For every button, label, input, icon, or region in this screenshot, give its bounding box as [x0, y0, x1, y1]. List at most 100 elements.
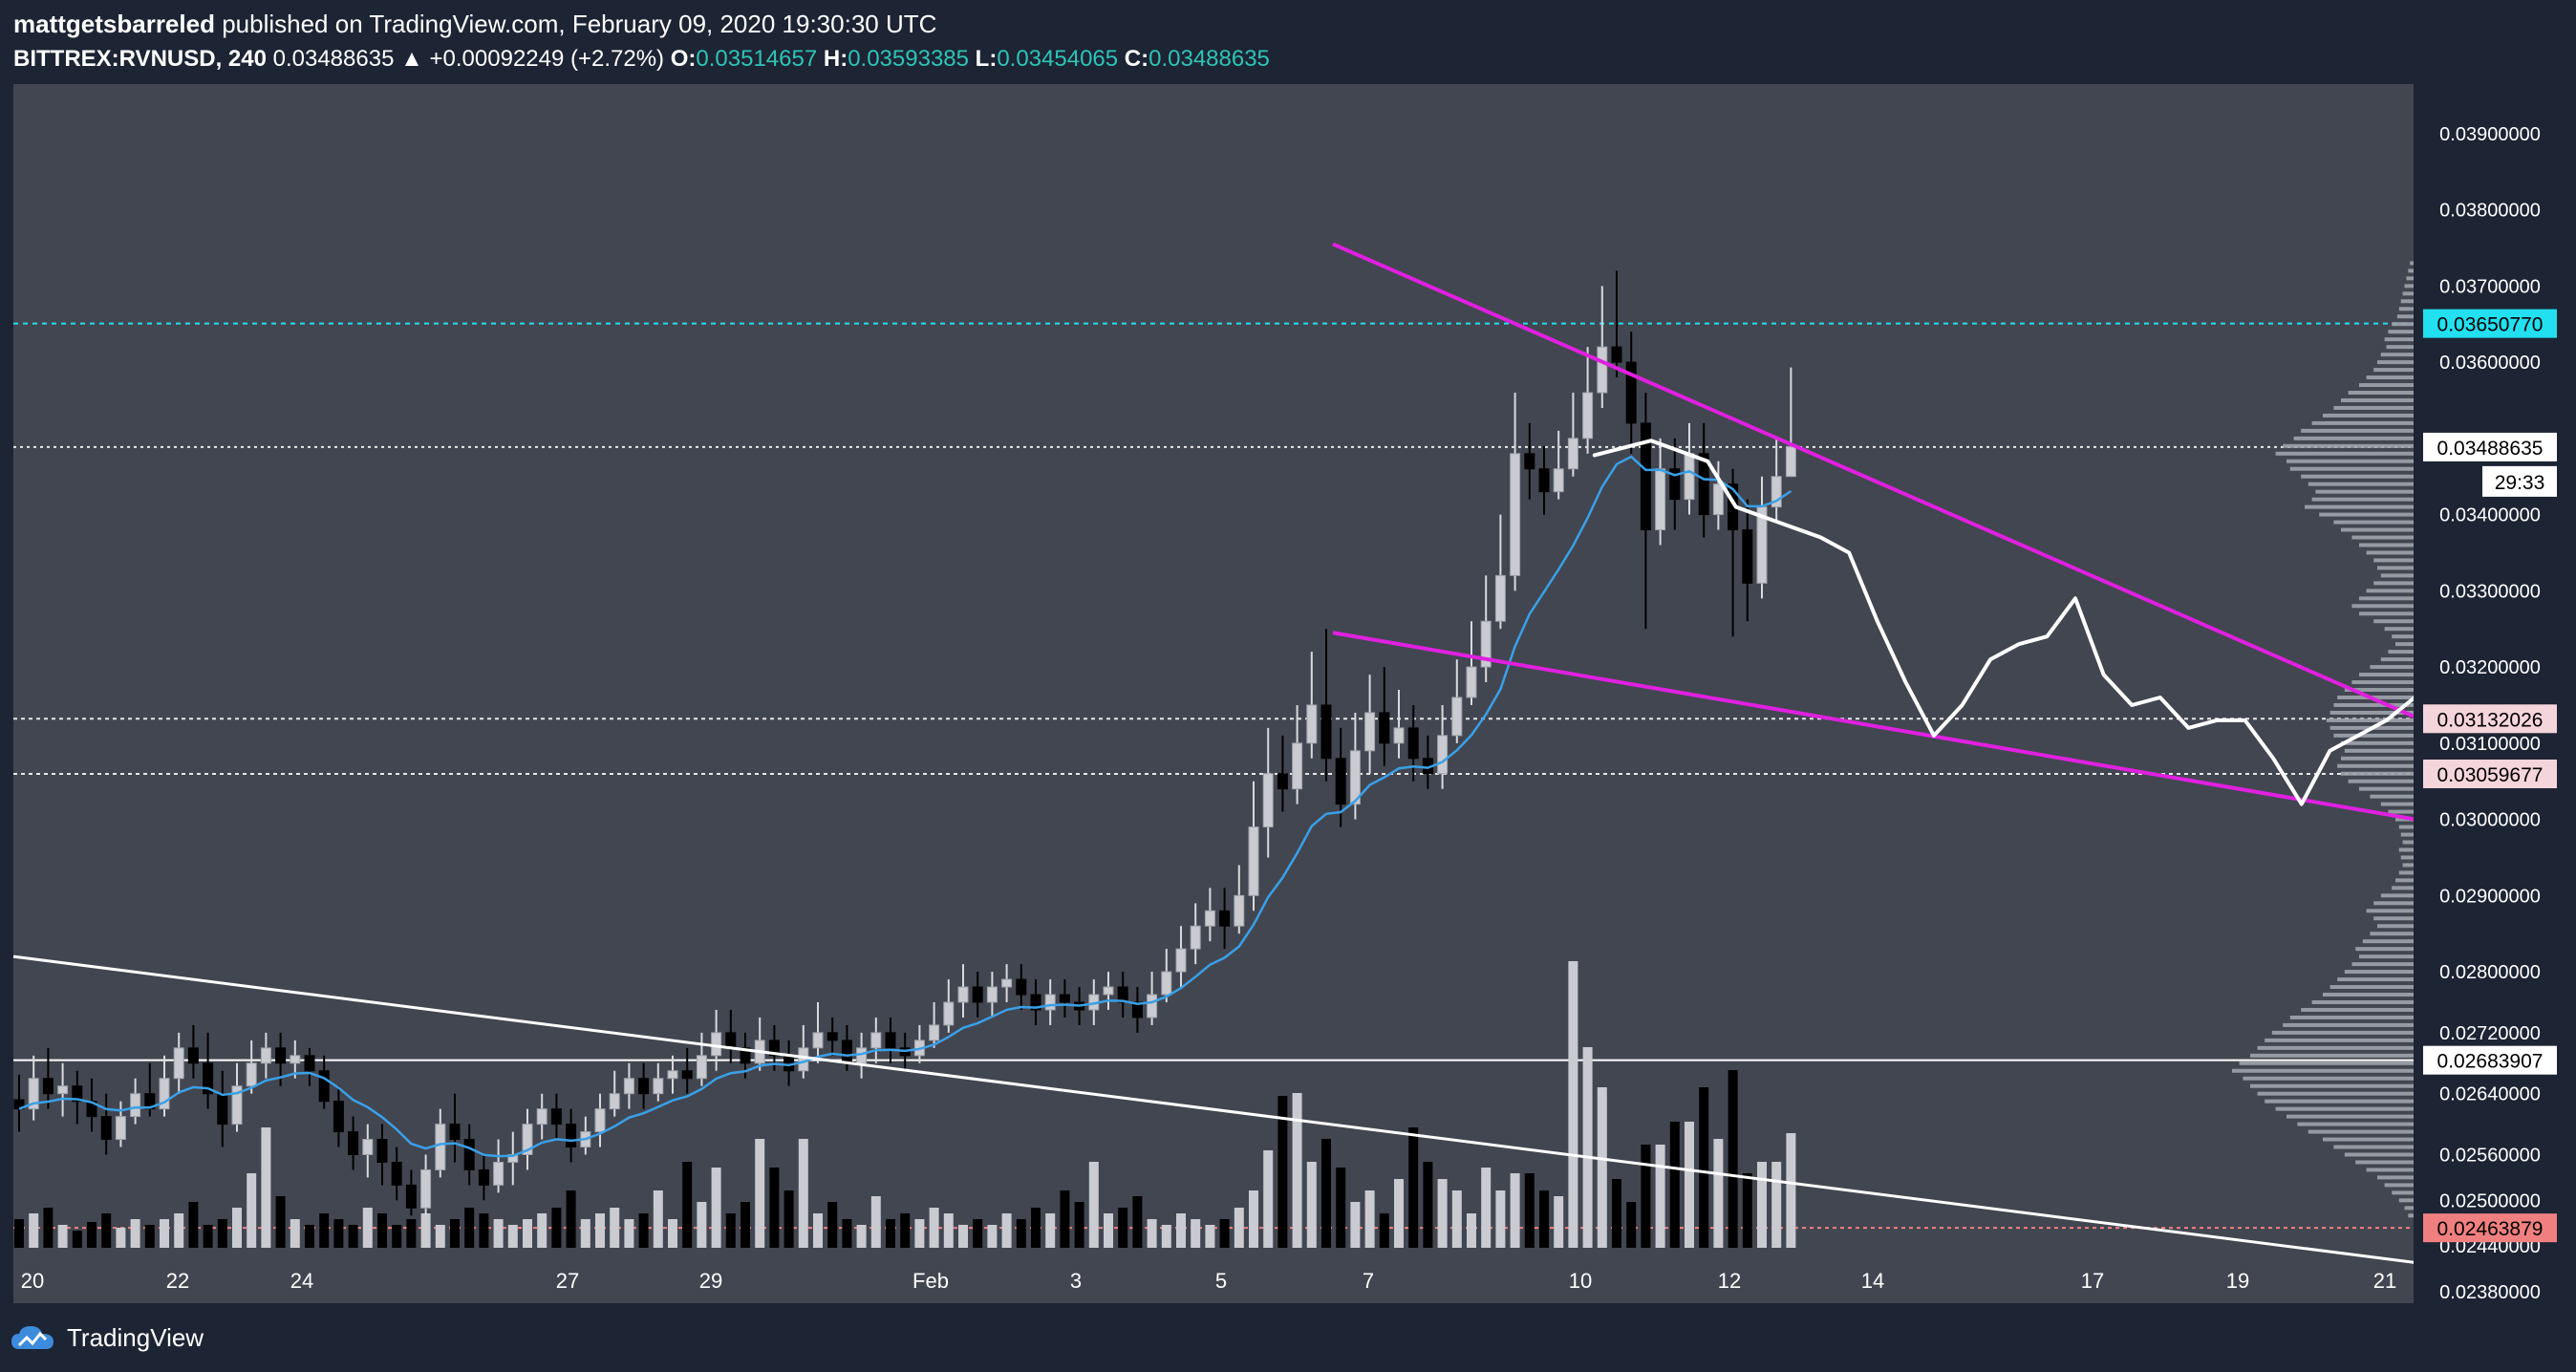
candle[interactable]: [812, 1001, 824, 1063]
candle[interactable]: [187, 1024, 199, 1079]
candle[interactable]: [1059, 979, 1070, 1018]
candle[interactable]: [566, 1108, 577, 1163]
candle[interactable]: [1567, 392, 1578, 477]
candle[interactable]: [405, 1169, 417, 1216]
candle[interactable]: [115, 1101, 126, 1147]
candle[interactable]: [826, 1017, 838, 1056]
price-level-label[interactable]: 0.03059677: [2423, 759, 2557, 788]
candle[interactable]: [376, 1124, 388, 1186]
candle[interactable]: [885, 1017, 896, 1063]
candle[interactable]: [42, 1047, 54, 1109]
candle[interactable]: [1190, 903, 1201, 965]
candle[interactable]: [653, 1062, 664, 1102]
price-level-label[interactable]: 0.03488635 29:33: [2423, 432, 2557, 497]
price-level-label[interactable]: 0.02683907: [2423, 1045, 2557, 1075]
candle[interactable]: [1625, 332, 1637, 454]
candle[interactable]: [667, 1055, 678, 1094]
candle[interactable]: [1451, 659, 1463, 743]
candle[interactable]: [231, 1062, 243, 1132]
long-trendline[interactable]: [12, 954, 2418, 1265]
candle[interactable]: [1204, 888, 1215, 942]
tradingview-logo[interactable]: TradingView: [10, 1318, 204, 1357]
candle[interactable]: [391, 1147, 402, 1201]
candle[interactable]: [1175, 926, 1187, 988]
candle[interactable]: [348, 1116, 359, 1170]
candle[interactable]: [420, 1154, 432, 1216]
wedge-upper-line[interactable]: [1332, 242, 2576, 800]
candle[interactable]: [696, 1032, 707, 1086]
candle[interactable]: [1161, 949, 1172, 1002]
candle[interactable]: [1117, 972, 1128, 1018]
candle[interactable]: [1219, 888, 1231, 950]
candle[interactable]: [681, 1047, 693, 1094]
candle[interactable]: [1524, 422, 1535, 500]
candle[interactable]: [609, 1070, 620, 1117]
candle[interactable]: [1248, 781, 1259, 911]
candle[interactable]: [1742, 499, 1753, 622]
candle[interactable]: [100, 1093, 112, 1155]
candle[interactable]: [333, 1085, 344, 1147]
price-axis[interactable]: [2414, 84, 2576, 1303]
candle[interactable]: [304, 1047, 315, 1086]
candle[interactable]: [1582, 347, 1594, 454]
candle[interactable]: [290, 1040, 301, 1079]
author-name[interactable]: mattgetsbarreled: [13, 10, 215, 38]
candle[interactable]: [1771, 438, 1782, 523]
candle[interactable]: [1131, 987, 1143, 1033]
candle[interactable]: [57, 1062, 69, 1117]
price-level-label[interactable]: 0.03132026: [2423, 704, 2557, 734]
candle[interactable]: [929, 1001, 940, 1048]
projection-path[interactable]: [1592, 233, 2576, 806]
candle[interactable]: [550, 1093, 562, 1140]
candle[interactable]: [203, 1032, 214, 1109]
candle[interactable]: [1001, 964, 1013, 1002]
candle[interactable]: [623, 1062, 634, 1109]
candle[interactable]: [1640, 392, 1651, 630]
candle[interactable]: [1262, 727, 1274, 858]
candle[interactable]: [478, 1154, 489, 1201]
candle[interactable]: [1553, 430, 1564, 500]
candle[interactable]: [1306, 652, 1318, 759]
candle[interactable]: [159, 1055, 170, 1117]
candle[interactable]: [130, 1078, 141, 1125]
candle[interactable]: [1234, 865, 1245, 934]
candle[interactable]: [13, 1074, 25, 1132]
candle[interactable]: [1597, 286, 1608, 408]
candle[interactable]: [1277, 735, 1288, 812]
candle[interactable]: [1785, 367, 1796, 478]
candle[interactable]: [246, 1040, 257, 1094]
candle[interactable]: [1016, 964, 1027, 1010]
candle[interactable]: [638, 1062, 650, 1109]
candle[interactable]: [463, 1124, 475, 1186]
candle[interactable]: [493, 1139, 504, 1193]
candle[interactable]: [943, 979, 955, 1033]
candle[interactable]: [594, 1093, 606, 1147]
candle[interactable]: [72, 1070, 83, 1125]
candle[interactable]: [957, 964, 969, 1018]
candle[interactable]: [972, 972, 983, 1018]
candle[interactable]: [1379, 667, 1390, 766]
candle[interactable]: [28, 1055, 39, 1121]
candle[interactable]: [1292, 704, 1303, 804]
candle[interactable]: [1538, 445, 1550, 515]
candle[interactable]: [1103, 972, 1114, 1010]
candle[interactable]: [1611, 270, 1622, 378]
candle[interactable]: [1044, 979, 1056, 1025]
candle[interactable]: [986, 972, 998, 1018]
candle[interactable]: [522, 1108, 533, 1170]
candle[interactable]: [1393, 690, 1405, 759]
candle[interactable]: [318, 1055, 330, 1109]
candle[interactable]: [1494, 514, 1506, 630]
candle[interactable]: [260, 1032, 271, 1079]
candle[interactable]: [1437, 704, 1449, 789]
candle[interactable]: [1364, 675, 1376, 774]
price-level-label[interactable]: 0.02463879: [2423, 1213, 2557, 1243]
candle[interactable]: [1320, 629, 1332, 782]
candle[interactable]: [1466, 621, 1477, 705]
candle[interactable]: [1669, 438, 1681, 530]
candle[interactable]: [1510, 392, 1521, 591]
candle[interactable]: [1712, 461, 1724, 530]
candle[interactable]: [1147, 972, 1158, 1025]
candle[interactable]: [1030, 979, 1041, 1025]
